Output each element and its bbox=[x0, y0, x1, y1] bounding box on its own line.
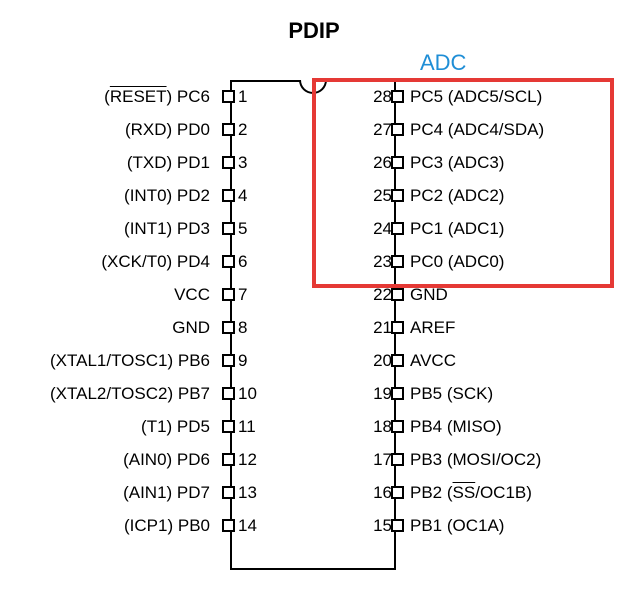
pin-label-wrap: PB3 (MOSI/OC2) bbox=[410, 450, 541, 470]
pin-label-wrap: (RESET) PC6 bbox=[0, 87, 216, 107]
pin-pad bbox=[222, 453, 235, 466]
pin-label-wrap: (XTAL2/TOSC2) PB7 bbox=[0, 384, 216, 404]
pin-label: (INT1) PD3 bbox=[124, 219, 210, 238]
pin-label: PB5 (SCK) bbox=[410, 384, 493, 403]
pin-number: 11 bbox=[238, 417, 266, 437]
pin-label: (INT0) PD2 bbox=[124, 186, 210, 205]
pin-pad bbox=[222, 123, 235, 136]
pin-number: 17 bbox=[364, 450, 392, 470]
pin-pad bbox=[222, 288, 235, 301]
pin-pad bbox=[391, 486, 404, 499]
pin-pad bbox=[391, 354, 404, 367]
pin-pad bbox=[222, 354, 235, 367]
pin-number: 2 bbox=[238, 120, 266, 140]
pin-number: 9 bbox=[238, 351, 266, 371]
pin-pad bbox=[391, 420, 404, 433]
pin-number: 12 bbox=[238, 450, 266, 470]
pin-label: GND bbox=[172, 318, 210, 337]
pin-label: PB3 (MOSI/OC2) bbox=[410, 450, 541, 469]
adc-highlight-box bbox=[312, 78, 614, 288]
pin-number: 4 bbox=[238, 186, 266, 206]
adc-annotation: ADC bbox=[420, 50, 466, 76]
pin-label: (AIN0) PD6 bbox=[123, 450, 210, 469]
pin-label-wrap: (XTAL1/TOSC1) PB6 bbox=[0, 351, 216, 371]
pin-pad bbox=[222, 255, 235, 268]
pin-label: (ICP1) PB0 bbox=[124, 516, 210, 535]
pin-label-wrap: AVCC bbox=[410, 351, 456, 371]
pin-pad bbox=[391, 288, 404, 301]
pin-label-wrap: (TXD) PD1 bbox=[0, 153, 216, 173]
pin-number: 13 bbox=[238, 483, 266, 503]
pin-label-wrap: (RXD) PD0 bbox=[0, 120, 216, 140]
pin-label-wrap: (ICP1) PB0 bbox=[0, 516, 216, 536]
pin-number: 21 bbox=[364, 318, 392, 338]
pin-pad bbox=[391, 321, 404, 334]
pin-label-wrap: GND bbox=[0, 318, 216, 338]
pin-label: (XCK/T0) PD4 bbox=[101, 252, 210, 271]
pin-label-wrap: VCC bbox=[0, 285, 216, 305]
pin-label: PB2 (SS/OC1B) bbox=[410, 483, 532, 502]
pin-number: 1 bbox=[238, 87, 266, 107]
pin-pad bbox=[391, 387, 404, 400]
pin-label-wrap: AREF bbox=[410, 318, 455, 338]
pin-number: 10 bbox=[238, 384, 266, 404]
pin-label: (XTAL2/TOSC2) PB7 bbox=[50, 384, 210, 403]
pin-number: 6 bbox=[238, 252, 266, 272]
pin-pad bbox=[222, 222, 235, 235]
pin-number: 20 bbox=[364, 351, 392, 371]
pin-label-wrap: (INT1) PD3 bbox=[0, 219, 216, 239]
pin-pad bbox=[222, 420, 235, 433]
pin-label-wrap: (INT0) PD2 bbox=[0, 186, 216, 206]
pin-number: 5 bbox=[238, 219, 266, 239]
pinout-diagram: PDIP ADC (RESET) PC6 1 (RXD) PD0 2 (TXD) PD1… bbox=[0, 0, 628, 595]
pin-number: 15 bbox=[364, 516, 392, 536]
pin-number: 19 bbox=[364, 384, 392, 404]
package-title: PDIP bbox=[0, 18, 628, 44]
pin-label-wrap: PB5 (SCK) bbox=[410, 384, 493, 404]
pin-label: AVCC bbox=[410, 351, 456, 370]
pin-number: 3 bbox=[238, 153, 266, 173]
pin-pad bbox=[222, 486, 235, 499]
pin-number: 8 bbox=[238, 318, 266, 338]
pin-pad bbox=[391, 453, 404, 466]
pin-label: (AIN1) PD7 bbox=[123, 483, 210, 502]
pin-label: (TXD) PD1 bbox=[127, 153, 210, 172]
pin-label-wrap: PB4 (MISO) bbox=[410, 417, 502, 437]
pin-pad bbox=[222, 321, 235, 334]
pin-number: 14 bbox=[238, 516, 266, 536]
pin-number: 16 bbox=[364, 483, 392, 503]
pin-label: (T1) PD5 bbox=[141, 417, 210, 436]
pin-pad bbox=[222, 519, 235, 532]
pin-label: PB4 (MISO) bbox=[410, 417, 502, 436]
pin-label: (RXD) PD0 bbox=[125, 120, 210, 139]
pin-label: AREF bbox=[410, 318, 455, 337]
pin-pad bbox=[222, 189, 235, 202]
pin-label-wrap: (AIN1) PD7 bbox=[0, 483, 216, 503]
pin-label-wrap: (T1) PD5 bbox=[0, 417, 216, 437]
pin-number: 7 bbox=[238, 285, 266, 305]
pin-pad bbox=[222, 156, 235, 169]
pin-label: VCC bbox=[174, 285, 210, 304]
pin-label: PB1 (OC1A) bbox=[410, 516, 504, 535]
pin-label-wrap: (XCK/T0) PD4 bbox=[0, 252, 216, 272]
pin-label-wrap: PB2 (SS/OC1B) bbox=[410, 483, 532, 503]
pin-label-wrap: (AIN0) PD6 bbox=[0, 450, 216, 470]
pin-label-wrap: PB1 (OC1A) bbox=[410, 516, 504, 536]
pin-label: (RESET) PC6 bbox=[104, 87, 210, 106]
pin-number: 18 bbox=[364, 417, 392, 437]
pin-pad bbox=[222, 387, 235, 400]
pin-pad bbox=[222, 90, 235, 103]
pin-pad bbox=[391, 519, 404, 532]
pin-label: (XTAL1/TOSC1) PB6 bbox=[50, 351, 210, 370]
